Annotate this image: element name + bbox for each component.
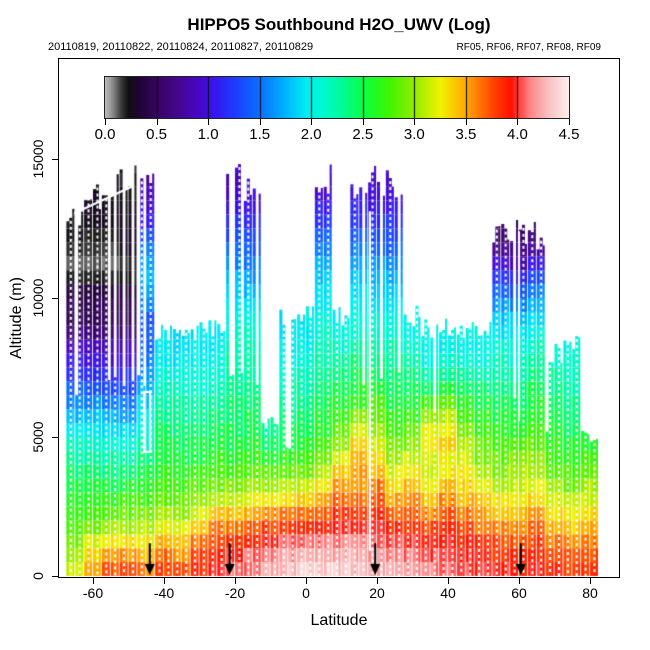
x-axis-tick-label: -60 (82, 585, 104, 601)
chart-title: HIPPO5 Southbound H2O_UWV (Log) (187, 15, 491, 34)
colorbar-tick (569, 119, 570, 125)
colorbar-tick (466, 119, 467, 125)
x-axis-tick (93, 578, 94, 584)
y-axis-tick-label: 10000 (30, 278, 46, 318)
y-axis-tick-label: 5000 (30, 421, 46, 453)
plot-border (58, 58, 620, 578)
colorbar-tick-label: 2.0 (300, 126, 322, 143)
colorbar-canvas (105, 77, 569, 118)
x-axis-tick (590, 578, 591, 584)
x-axis-tick-label: 80 (582, 585, 598, 601)
y-axis-tick (52, 298, 58, 299)
colorbar-tick-label: 2.5 (352, 126, 374, 143)
x-axis-tick-label: 60 (511, 585, 527, 601)
x-axis-tick-label: 40 (440, 585, 456, 601)
colorbar-tick-label: 1.5 (249, 126, 271, 143)
x-axis-tick-label: 0 (302, 585, 310, 601)
heatmap-field-canvas (58, 58, 620, 577)
y-axis-title: Altitude (m) (8, 277, 25, 359)
chart-subtitle-dates: 20110819, 20110822, 20110824, 20110827, … (48, 41, 314, 53)
colorbar-tick (311, 119, 312, 125)
x-axis-tick-label: -40 (153, 585, 175, 601)
colorbar-tick (157, 119, 158, 125)
colorbar-tick (363, 119, 364, 125)
colorbar-tick (517, 119, 518, 125)
y-axis-tick (52, 437, 58, 438)
colorbar-tick (414, 119, 415, 125)
x-axis-tick (377, 578, 378, 584)
y-axis-tick (52, 576, 58, 577)
colorbar-tick-label: 3.5 (455, 126, 477, 143)
colorbar-tick-label: 0.0 (94, 126, 116, 143)
x-axis-tick (519, 578, 520, 584)
y-axis-tick-label: 15000 (30, 139, 46, 179)
colorbar-tick (208, 119, 209, 125)
x-axis-tick-label: -20 (224, 585, 246, 601)
x-axis-tick (448, 578, 449, 584)
colorbar-tick-label: 4.0 (507, 126, 528, 143)
colorbar-tick (260, 119, 261, 125)
chart-subtitle-flights: RF05, RF06, RF07, RF08, RF09 (456, 42, 602, 53)
colorbar-tick-label: 3.0 (403, 126, 425, 143)
x-axis-tick (235, 578, 236, 584)
colorbar-tick-label: 0.5 (146, 126, 167, 143)
colorbar-tick (105, 119, 106, 125)
x-axis-tick (306, 578, 307, 584)
x-axis-tick (164, 578, 165, 584)
x-axis-title: Latitude (310, 612, 368, 629)
y-axis-tick (52, 159, 58, 160)
colorbar-tick-label: 1.0 (197, 126, 219, 143)
colorbar-tick-label: 4.5 (558, 126, 580, 143)
colorbar-border (104, 76, 570, 119)
x-axis-tick-label: 20 (369, 585, 385, 601)
y-axis-tick-label: 0 (30, 572, 46, 580)
